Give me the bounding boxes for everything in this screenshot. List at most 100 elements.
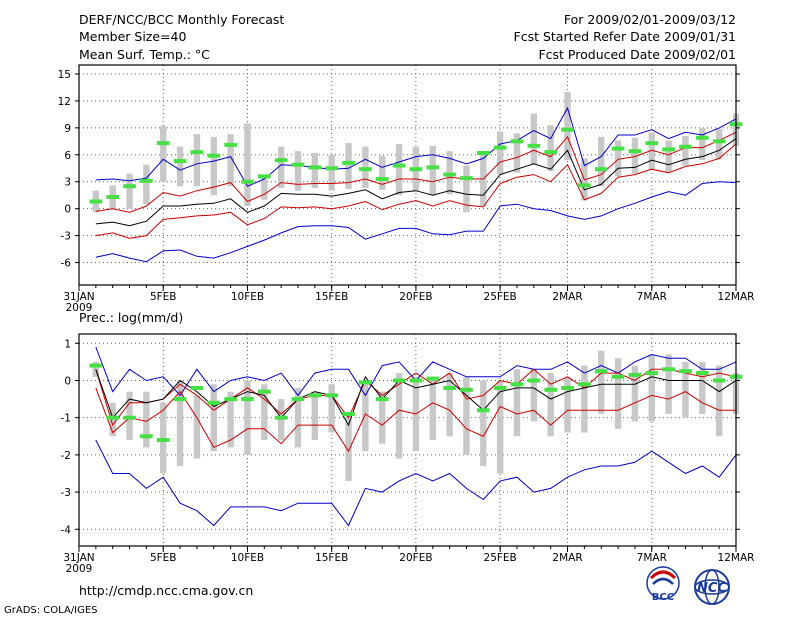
obs-marker (207, 400, 221, 405)
series-line-lower (95, 143, 737, 239)
obs-marker (156, 438, 170, 442)
ensemble-box (581, 365, 588, 433)
y-tick-label: 0 (64, 375, 71, 387)
ensemble-box (345, 143, 352, 189)
x-tick-label: 25FEB (484, 552, 517, 564)
ncc-logo-text: NCC (697, 581, 727, 596)
series-line-upper (95, 131, 737, 213)
x-tick-label: 15FEB (315, 552, 348, 564)
ensemble-box (682, 135, 689, 166)
fcst-produced-date: Fcst Produced Date 2009/02/01 (538, 47, 736, 62)
obs-marker (561, 127, 574, 132)
obs-marker (291, 162, 305, 167)
obs-marker (190, 150, 204, 155)
obs-marker (628, 149, 642, 154)
obs-marker (392, 378, 406, 383)
y-tick-label: 3 (64, 177, 71, 189)
y-tick-label: -3 (61, 487, 71, 499)
obs-marker (325, 166, 339, 171)
ensemble-box (193, 395, 201, 459)
obs-marker (645, 371, 659, 376)
obs-marker (123, 184, 136, 189)
y-tick-label: 6 (64, 150, 71, 162)
x-tick-label: 12MAR (718, 552, 755, 564)
prec-panel-title: Prec.: log(mm/d) (79, 310, 183, 325)
ensemble-box (176, 146, 184, 187)
x-tick-label: 2MAR (552, 552, 582, 564)
ensemble-box (294, 151, 302, 191)
obs-marker (241, 397, 254, 402)
obs-marker (89, 363, 103, 368)
plot-frame (78, 64, 737, 286)
ensemble-box (530, 369, 538, 422)
obs-marker (156, 141, 170, 146)
ncc-logo: NCC (694, 569, 730, 605)
x-tick-year-label: 2009 (66, 302, 93, 314)
x-tick-label: 7MAR (637, 552, 667, 564)
obs-marker (359, 167, 372, 172)
obs-marker (712, 139, 726, 144)
y-tick-label: 9 (64, 123, 71, 135)
x-tick-label: 25FEB (484, 291, 517, 303)
obs-marker (544, 150, 558, 155)
obs-marker (561, 385, 574, 390)
obs-marker (308, 165, 322, 170)
obs-marker (476, 151, 490, 155)
obs-marker (241, 179, 254, 184)
ensemble-box (244, 123, 251, 206)
ensemble-box (665, 354, 672, 414)
ensemble-box (496, 380, 504, 474)
ensemble-box (311, 391, 319, 440)
obs-marker (409, 378, 423, 383)
x-tick-label: 10FEB (231, 552, 264, 564)
obs-marker (325, 393, 339, 398)
x-tick-label: 7MAR (637, 291, 667, 303)
y-tick-label: 0 (64, 204, 71, 216)
ensemble-box (564, 91, 571, 161)
obs-marker (460, 176, 473, 181)
ensemble-box (379, 155, 386, 190)
series-line-mean (95, 138, 737, 227)
obs-marker (308, 393, 322, 398)
obs-marker (712, 378, 726, 383)
figure-title: DERF/NCC/BCC Monthly Forecast (79, 12, 284, 27)
y-tick-label: -6 (61, 258, 72, 270)
obs-marker (679, 369, 692, 374)
ensemble-box (311, 153, 319, 189)
ensemble-box (193, 134, 201, 187)
temp-panel-title: Mean Surf. Temp.: °C (79, 47, 210, 62)
ensemble-box (210, 136, 217, 196)
obs-marker (342, 160, 355, 165)
member-size-label: Member Size=40 (79, 29, 186, 44)
obs-marker (140, 178, 153, 183)
y-tick-label: -3 (61, 231, 71, 243)
ensemble-box (547, 125, 554, 171)
obs-marker (460, 387, 473, 392)
ensemble-box (614, 358, 622, 429)
ensemble-box (631, 365, 639, 422)
ensemble-box (227, 134, 234, 187)
x-tick-label: 31JAN (63, 552, 94, 564)
obs-marker (257, 174, 271, 179)
ensemble-box (446, 373, 453, 437)
ensemble-box (665, 140, 672, 172)
footer-url[interactable]: http://cmdp.ncc.cma.gov.cn (79, 583, 253, 598)
obs-marker (426, 165, 440, 170)
ensemble-box (699, 361, 706, 414)
obs-marker (443, 385, 456, 390)
obs-marker (106, 415, 120, 420)
obs-marker (224, 397, 237, 402)
ensemble-box (614, 140, 622, 177)
ensemble-box (210, 384, 217, 452)
obs-marker (493, 385, 507, 390)
obs-marker (527, 143, 541, 148)
bcc-logo-text: BCC (652, 592, 674, 603)
ensemble-box (143, 391, 150, 448)
x-tick-label: 20FEB (399, 552, 432, 564)
ensemble-box (682, 361, 689, 418)
obs-marker (611, 146, 625, 151)
x-tick-label: 5FEB (150, 291, 177, 303)
obs-marker (594, 167, 608, 172)
